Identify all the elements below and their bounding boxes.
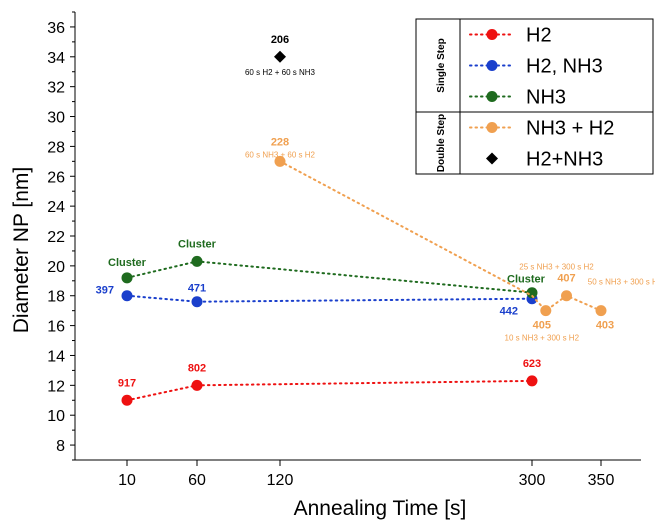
data-annotation: 50 s NH3 + 300 s H2	[588, 278, 655, 287]
legend-marker	[486, 91, 498, 102]
data-point	[274, 155, 286, 167]
data-label: Cluster	[178, 238, 217, 250]
data-label: 206	[271, 34, 289, 46]
data-annotation: 10 s NH3 + 300 s H2	[505, 334, 580, 343]
labels-layer: 917 802 623 397 471 442 Cluster Cluster Cluster 2…	[96, 34, 655, 389]
legend-marker	[486, 29, 498, 40]
data-point	[540, 305, 552, 317]
legend-group-label: Single Step	[436, 38, 447, 92]
data-label: 407	[557, 273, 575, 285]
y-tick-label: 8	[56, 438, 65, 455]
y-tick-label: 28	[47, 139, 65, 156]
data-point	[561, 290, 572, 302]
legend-label: H2	[526, 25, 552, 47]
legend-marker	[486, 60, 498, 71]
data-label: 802	[188, 362, 206, 374]
data-point	[121, 272, 133, 284]
data-label: 442	[500, 306, 518, 318]
y-tick-label: 20	[47, 259, 65, 276]
y-tick-label: 14	[47, 348, 65, 365]
x-tick-label: 350	[588, 472, 615, 489]
y-tick-label: 18	[47, 289, 65, 306]
data-annotation: 60 s H2 + 60 s NH3	[245, 68, 316, 77]
legend-label: H2+NH3	[526, 149, 603, 171]
data-point	[191, 379, 203, 391]
y-tick-label: 30	[47, 110, 65, 127]
y-tick-label: 32	[47, 80, 65, 97]
data-point	[595, 305, 607, 317]
data-point	[191, 296, 203, 308]
series-line	[126, 379, 533, 402]
data-label: 397	[96, 285, 114, 297]
y-tick-label: 36	[47, 20, 65, 37]
data-label: 917	[118, 377, 136, 389]
data-label: 471	[188, 283, 206, 295]
series-line	[279, 160, 602, 313]
y-tick-label: 10	[47, 408, 65, 425]
x-axis-title: Annealing Time [s]	[294, 497, 467, 520]
y-tick-label: 12	[47, 378, 65, 395]
data-point	[526, 375, 538, 387]
x-tick-label: 10	[118, 472, 136, 489]
data-label: 623	[523, 358, 541, 370]
axes: 8 10 12 14 16 18 20 22 24 26 28 30 32 34 36 10 60 120 300 3…	[47, 11, 641, 489]
data-label: 405	[533, 320, 551, 332]
x-tick-label: 60	[188, 472, 206, 489]
y-tick-label: 16	[47, 319, 65, 336]
legend-group-label: Double Step	[436, 114, 447, 172]
y-axis-title: Diameter NP [nm]	[10, 167, 33, 334]
legend-marker	[486, 122, 498, 133]
legend: Single Step H2 H2, NH3 NH3 Double Step NH3 + …	[415, 18, 654, 175]
data-point	[191, 255, 203, 267]
data-label: 403	[596, 320, 614, 332]
y-tick-label: 22	[47, 229, 65, 246]
y-tick-label: 26	[47, 169, 65, 186]
data-label: 228	[271, 136, 289, 148]
data-point	[121, 290, 133, 302]
data-label: Cluster	[108, 257, 147, 269]
y-tick-label: 24	[47, 199, 65, 216]
data-annotation: 25 s NH3 + 300 s H2	[519, 263, 594, 272]
legend-label: NH3	[526, 87, 566, 109]
x-tick-label: 300	[519, 472, 546, 489]
data-annotation: 60 s NH3 + 60 s H2	[245, 150, 316, 159]
data-point	[526, 287, 538, 299]
legend-label: H2, NH3	[526, 56, 603, 78]
data-label: Cluster	[507, 274, 546, 286]
data-point	[274, 50, 286, 63]
legend-marker	[486, 152, 498, 165]
series-layer	[121, 50, 607, 406]
series-line	[126, 294, 533, 303]
data-point	[121, 394, 133, 406]
legend-label: NH3 + H2	[526, 118, 614, 140]
x-tick-label: 120	[267, 472, 294, 489]
y-tick-label: 34	[47, 50, 65, 67]
